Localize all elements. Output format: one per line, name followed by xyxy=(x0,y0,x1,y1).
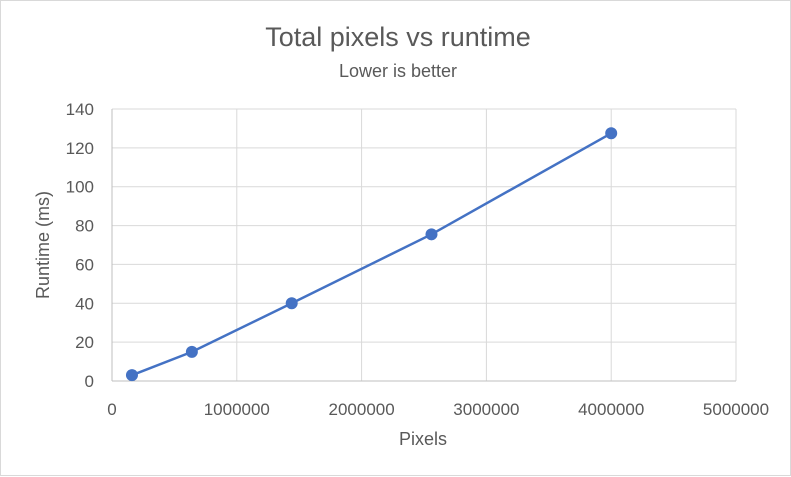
y-tick-label: 60 xyxy=(75,255,94,274)
y-tick-label: 100 xyxy=(66,178,94,197)
tick-labels: 0 20 40 60 80 100 120 140 0 1000000 2000000 3000000… xyxy=(66,100,769,419)
x-tick-label: 0 xyxy=(107,400,116,419)
series-layer xyxy=(125,127,618,382)
x-tick-label: 4000000 xyxy=(578,400,644,419)
y-tick-label: 40 xyxy=(75,294,94,313)
grid-lines xyxy=(112,108,737,381)
x-tick-label: 2000000 xyxy=(329,400,395,419)
x-tick-label: 3000000 xyxy=(453,400,519,419)
data-point xyxy=(605,127,618,140)
series-line xyxy=(131,132,612,377)
y-tick-label: 120 xyxy=(66,139,94,158)
y-tick-label: 0 xyxy=(85,372,94,391)
y-axis-label: Runtime (ms) xyxy=(33,191,53,299)
data-point xyxy=(425,228,438,241)
y-tick-label: 140 xyxy=(66,100,94,119)
data-point xyxy=(185,345,198,358)
chart-title: Total pixels vs runtime xyxy=(265,22,531,52)
y-tick-label: 20 xyxy=(75,333,94,352)
x-tick-label: 1000000 xyxy=(204,400,270,419)
x-tick-label: 5000000 xyxy=(703,400,769,419)
chart-subtitle: Lower is better xyxy=(339,61,457,81)
y-tick-label: 80 xyxy=(75,217,94,236)
axes xyxy=(111,109,736,382)
x-axis-label: Pixels xyxy=(399,429,447,449)
data-point xyxy=(285,297,298,310)
data-point xyxy=(125,369,138,382)
